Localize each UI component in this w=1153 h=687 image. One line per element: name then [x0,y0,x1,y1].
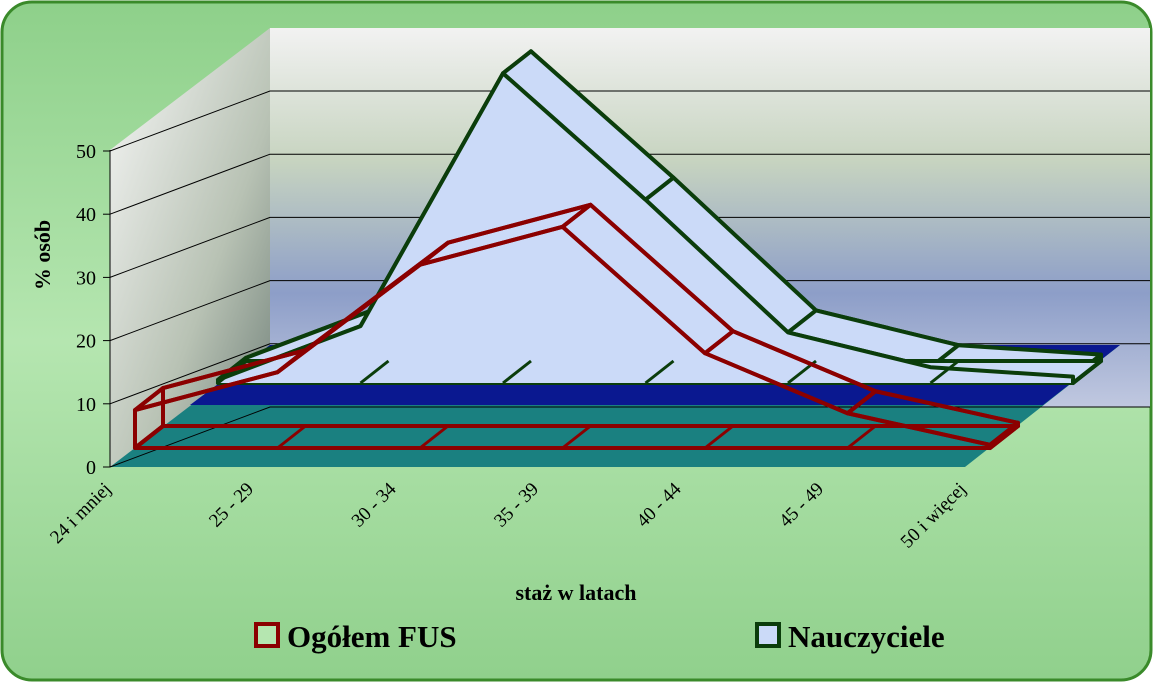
y-tick-label: 30 [76,267,96,289]
y-axis-label: % osób [30,220,55,290]
y-tick-label: 10 [76,394,96,416]
category-divider [644,359,675,385]
area-front [133,224,992,448]
legend-swatch [755,622,781,648]
category-divider [929,359,960,385]
category-divider [704,424,734,450]
legend-swatch [254,622,280,648]
category-divider [846,424,877,450]
grid-line [109,90,1150,152]
category-divider [1072,359,1102,385]
category-divider [989,424,1019,450]
legend-label: Ogółem FUS [287,619,457,654]
grid-line [109,216,1150,278]
grid-line [109,280,1150,342]
category-divider [502,359,532,385]
y-tick-label: 20 [76,331,96,353]
category-divider [134,424,164,450]
category-divider [419,424,449,450]
category-divider [217,359,247,385]
category-divider [561,424,592,450]
x-axis-label: staż w latach [516,580,637,605]
grid-line [109,153,1150,215]
category-divider [276,424,307,450]
legend-label: Nauczyciele [788,619,945,654]
y-tick-label: 50 [76,141,96,163]
y-tick-label: 40 [76,204,96,226]
category-divider [359,359,390,385]
y-tick-label: 0 [86,457,96,479]
